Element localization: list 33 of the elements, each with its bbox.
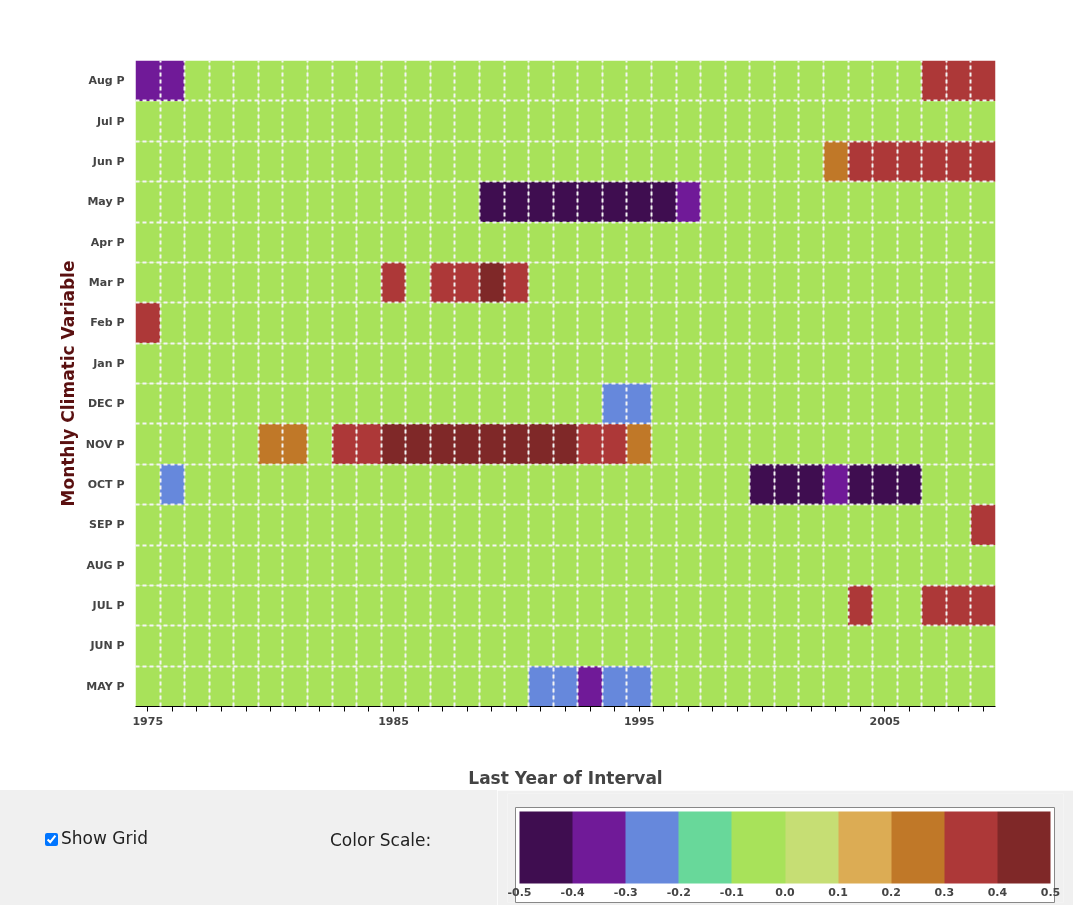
color-bar-label: 0.1 xyxy=(828,885,848,899)
x-axis-title: Last Year of Interval xyxy=(468,767,663,788)
y-tick-label: MAY P xyxy=(86,679,125,693)
y-tick-label: DEC P xyxy=(87,397,125,411)
color-bar-label: 0.3 xyxy=(934,885,955,899)
color-bar-label: -0.4 xyxy=(560,885,585,899)
y-tick-label: May P xyxy=(87,195,125,209)
y-axis-title: Monthly Climatic Variable xyxy=(57,260,78,507)
x-tick-label: 1985 xyxy=(378,714,409,728)
y-tick-label: AUG P xyxy=(86,558,125,572)
color-bar-label: -0.1 xyxy=(719,885,744,899)
y-tick-label: NOV P xyxy=(85,437,125,451)
y-tick-label: Aug P xyxy=(88,74,125,88)
color-bar-label: 0.2 xyxy=(881,885,901,899)
x-tick-label: 1995 xyxy=(623,714,655,728)
y-tick-label: Jul P xyxy=(95,114,125,128)
text: Color Scale: xyxy=(330,829,432,852)
y-tick-label: JUN P xyxy=(89,639,125,653)
y-tick-label: Jun P xyxy=(91,154,125,168)
y-tick-label: OCT P xyxy=(87,477,125,491)
color-bar-label: 0.0 xyxy=(775,885,796,899)
y-tick-label: Apr P xyxy=(90,235,125,249)
y-tick-label: Feb P xyxy=(90,316,125,330)
color-bar-label: -0.2 xyxy=(666,885,691,899)
color-bar-label: 0.4 xyxy=(987,885,1008,899)
color-bar-label: -0.3 xyxy=(613,885,638,899)
y-tick-label: Jan P xyxy=(92,356,125,370)
text: Show Grid xyxy=(61,828,148,848)
y-tick-label: JUL P xyxy=(91,599,125,613)
x-tick-label: 2005 xyxy=(869,714,901,728)
y-tick-label: SEP P xyxy=(89,518,125,532)
x-tick-label: 1975 xyxy=(132,714,164,728)
y-tick-label: Mar P xyxy=(88,276,125,290)
